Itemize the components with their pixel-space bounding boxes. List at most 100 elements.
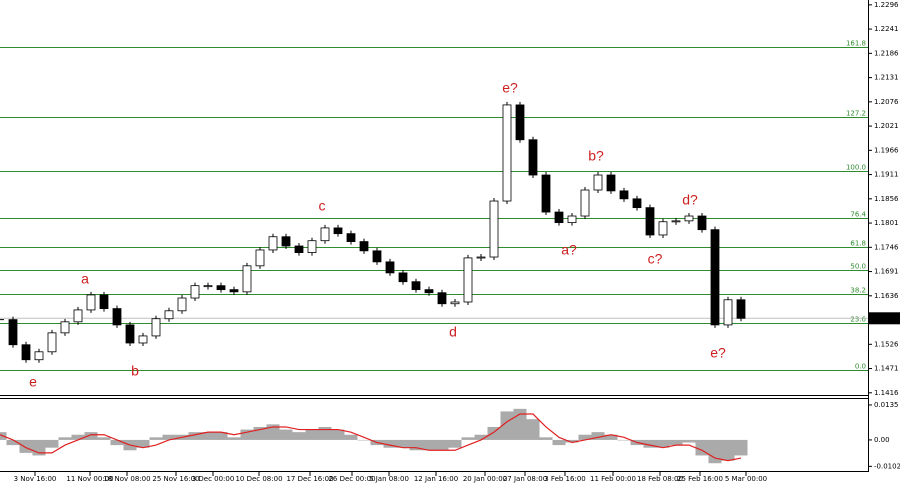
x-tick-label: 18 Nov 08:00 bbox=[103, 475, 150, 483]
histogram-bar bbox=[305, 429, 319, 440]
candle bbox=[697, 215, 707, 231]
histogram-bar bbox=[526, 419, 540, 440]
candle bbox=[151, 318, 161, 337]
x-tick-label: 5 Mar 00:00 bbox=[725, 475, 767, 483]
x-tick-label: 25 Nov 16:00 bbox=[152, 475, 199, 483]
x-tick-label: 3 Dec 00:00 bbox=[192, 475, 235, 483]
candle bbox=[34, 351, 44, 361]
candle bbox=[736, 299, 746, 319]
candle bbox=[502, 104, 512, 202]
candle bbox=[138, 335, 148, 344]
x-tick-label: 11 Nov 00:00 bbox=[66, 475, 113, 483]
candle bbox=[86, 294, 96, 311]
candle bbox=[21, 344, 31, 361]
y-tick-label: 1.1691 bbox=[874, 268, 899, 276]
fib-label: 161.8 bbox=[846, 40, 866, 48]
y-tick-label: 1.1966 bbox=[874, 146, 899, 154]
x-tick-label: 3 Feb 16:00 bbox=[544, 475, 585, 483]
histogram-bar bbox=[591, 432, 605, 440]
histogram-bar bbox=[409, 439, 423, 451]
histogram-bar bbox=[97, 437, 111, 440]
histogram-bar bbox=[617, 439, 631, 441]
histogram-bar bbox=[162, 434, 176, 440]
histogram-bar bbox=[500, 411, 514, 440]
wave-label: b bbox=[131, 363, 139, 379]
histogram-bar bbox=[58, 437, 72, 440]
y-tick-label: 1.1526 bbox=[874, 340, 899, 348]
candle bbox=[580, 189, 590, 217]
histogram-bar bbox=[578, 434, 592, 440]
histogram-bar bbox=[552, 439, 566, 446]
x-tick-label: 11 Feb 00:00 bbox=[590, 475, 636, 483]
fib-label: 127.2 bbox=[846, 110, 866, 118]
wave-label: d bbox=[449, 324, 457, 340]
y-tick-label: 1.1471 bbox=[874, 365, 899, 373]
histogram-bar bbox=[331, 429, 345, 440]
candle bbox=[216, 285, 226, 291]
histogram-bar bbox=[474, 434, 488, 440]
wave-label: d? bbox=[682, 192, 698, 208]
candle bbox=[281, 236, 291, 247]
x-tick-label: 26 Dec 00:00 bbox=[328, 475, 375, 483]
y-tick-label: 1.1746 bbox=[874, 243, 899, 251]
wave-label: c bbox=[319, 198, 326, 214]
candle bbox=[177, 297, 187, 312]
histogram-bar bbox=[71, 434, 85, 440]
x-tick-label: 25 Feb 16:00 bbox=[677, 475, 723, 483]
histogram-bar bbox=[721, 439, 735, 461]
candle bbox=[8, 319, 18, 346]
histogram-bar bbox=[188, 432, 202, 440]
x-tick-label: 18 Feb 08:00 bbox=[637, 475, 683, 483]
x-tick-label: 17 Dec 16:00 bbox=[286, 475, 333, 483]
fib-label: 23.6 bbox=[850, 316, 866, 324]
candle bbox=[385, 261, 395, 274]
wave-label: a bbox=[81, 271, 89, 287]
candle bbox=[658, 221, 668, 236]
histogram-bar bbox=[214, 432, 228, 440]
x-tick-label: 27 Jan 08:00 bbox=[503, 475, 547, 483]
candle bbox=[515, 104, 525, 141]
x-tick-label: 5 Jan 08:00 bbox=[369, 475, 409, 483]
candle bbox=[190, 285, 200, 299]
candle bbox=[619, 190, 629, 200]
wave-label: e? bbox=[502, 80, 518, 96]
histogram-bar bbox=[422, 439, 436, 451]
y-tick-label: 1.1911 bbox=[874, 171, 899, 179]
fib-label: 61.8 bbox=[850, 240, 866, 248]
histogram-bar bbox=[149, 437, 163, 440]
candle bbox=[242, 265, 252, 293]
candle bbox=[554, 211, 564, 224]
candle bbox=[437, 292, 447, 305]
candle bbox=[372, 250, 382, 263]
histogram-bar bbox=[539, 437, 553, 440]
x-tick-label: 12 Jan 16:00 bbox=[414, 475, 458, 483]
histogram-bar bbox=[396, 439, 410, 448]
histogram-bar bbox=[461, 437, 475, 440]
x-tick-label: 3 Nov 16:00 bbox=[14, 475, 57, 483]
histogram-bar bbox=[84, 432, 98, 440]
candle bbox=[606, 174, 616, 192]
candle bbox=[424, 289, 434, 294]
histogram-bar bbox=[318, 426, 332, 440]
candle bbox=[476, 256, 486, 259]
last-price-box bbox=[869, 312, 900, 325]
candle bbox=[307, 240, 317, 254]
y-tick-label: -0.0102 bbox=[874, 462, 900, 470]
histogram-bar bbox=[656, 439, 670, 448]
y-tick-label: 1.2131 bbox=[874, 74, 899, 82]
candle bbox=[229, 289, 239, 293]
candle bbox=[710, 229, 720, 326]
y-tick-label: 1.1801 bbox=[874, 219, 899, 227]
x-tick-label: 20 Jan 00:00 bbox=[463, 475, 507, 483]
candle bbox=[684, 215, 694, 222]
histogram-bar bbox=[357, 439, 371, 441]
candle bbox=[73, 309, 83, 323]
y-tick-label: 1.2076 bbox=[874, 98, 899, 106]
y-tick-label: 1.2186 bbox=[874, 49, 899, 57]
histogram-bar bbox=[6, 439, 20, 446]
histogram-bar bbox=[110, 439, 124, 446]
candle bbox=[255, 249, 265, 267]
histogram-bar bbox=[201, 432, 215, 440]
